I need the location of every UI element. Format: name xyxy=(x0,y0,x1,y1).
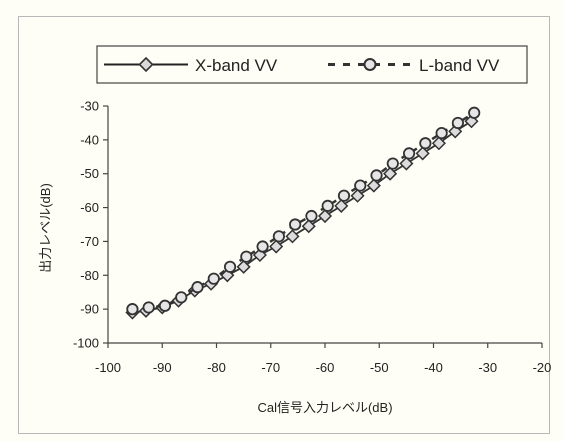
data-point xyxy=(337,189,351,202)
data-point xyxy=(289,218,302,231)
data-point xyxy=(317,208,333,224)
data-point xyxy=(435,126,448,140)
legend: X-band VV L-band VV xyxy=(96,45,528,84)
data-point xyxy=(399,156,414,171)
series-line xyxy=(132,111,475,311)
data-point xyxy=(301,219,316,234)
x-tick-label: -100 xyxy=(95,360,121,375)
data-point xyxy=(321,199,334,212)
data-point xyxy=(285,229,300,244)
legend-marker-l-band xyxy=(363,58,377,71)
data-point xyxy=(350,188,365,203)
y-tick-label: -30 xyxy=(80,99,99,114)
data-point xyxy=(334,198,349,213)
data-point xyxy=(451,116,465,130)
data-point xyxy=(383,166,398,181)
y-tick-label: -80 xyxy=(80,268,99,283)
data-point xyxy=(269,239,284,254)
data-point xyxy=(126,303,139,316)
data-point xyxy=(415,146,430,161)
data-point xyxy=(256,240,269,253)
data-point xyxy=(252,247,267,263)
x-tick-label: -70 xyxy=(261,360,280,375)
y-tick-label: -70 xyxy=(80,234,99,249)
y-tick-label: -40 xyxy=(80,132,99,147)
legend-label-x-band: X-band VV xyxy=(195,56,278,75)
data-point xyxy=(402,147,416,160)
y-tick-label: -100 xyxy=(73,336,99,351)
data-point xyxy=(386,157,399,170)
y-tick-label: -60 xyxy=(80,200,99,215)
x-tick-label: -60 xyxy=(316,360,335,375)
data-point xyxy=(175,291,188,304)
data-point xyxy=(468,106,481,119)
data-point xyxy=(207,272,220,285)
chart-frame xyxy=(18,16,550,434)
data-point xyxy=(240,250,253,263)
x-tick-label: -40 xyxy=(424,360,443,375)
legend-marker-x-band xyxy=(138,56,154,73)
data-point xyxy=(366,178,381,193)
data-point xyxy=(236,259,251,274)
x-tick-label: -90 xyxy=(153,360,172,375)
axes: -30 -40 -50 -60 -70 -80 -90 -100 -100 -90 -80 -70 -6… xyxy=(73,99,551,376)
x-axis-label: Cal信号入力レベル(dB) xyxy=(257,400,392,415)
data-point xyxy=(305,209,318,223)
data-point xyxy=(191,281,204,294)
x-tick-label: -20 xyxy=(533,360,552,375)
data-point xyxy=(158,299,172,312)
data-point xyxy=(431,136,446,151)
data-point xyxy=(354,179,367,192)
legend-label-l-band: L-band VV xyxy=(419,56,500,75)
y-tick-label: -90 xyxy=(80,302,99,317)
series-layer xyxy=(125,106,481,320)
data-point xyxy=(419,137,432,150)
data-point xyxy=(223,260,237,273)
x-tick-label: -30 xyxy=(478,360,497,375)
data-point xyxy=(370,169,383,182)
x-tick-label: -50 xyxy=(370,360,389,375)
y-tick-label: -50 xyxy=(80,166,99,181)
x-tick-label: -80 xyxy=(207,360,226,375)
series-l-band xyxy=(126,106,481,316)
y-axis-label: 出力レベル(dB) xyxy=(38,183,53,273)
data-point xyxy=(272,230,285,243)
data-point xyxy=(142,301,155,314)
